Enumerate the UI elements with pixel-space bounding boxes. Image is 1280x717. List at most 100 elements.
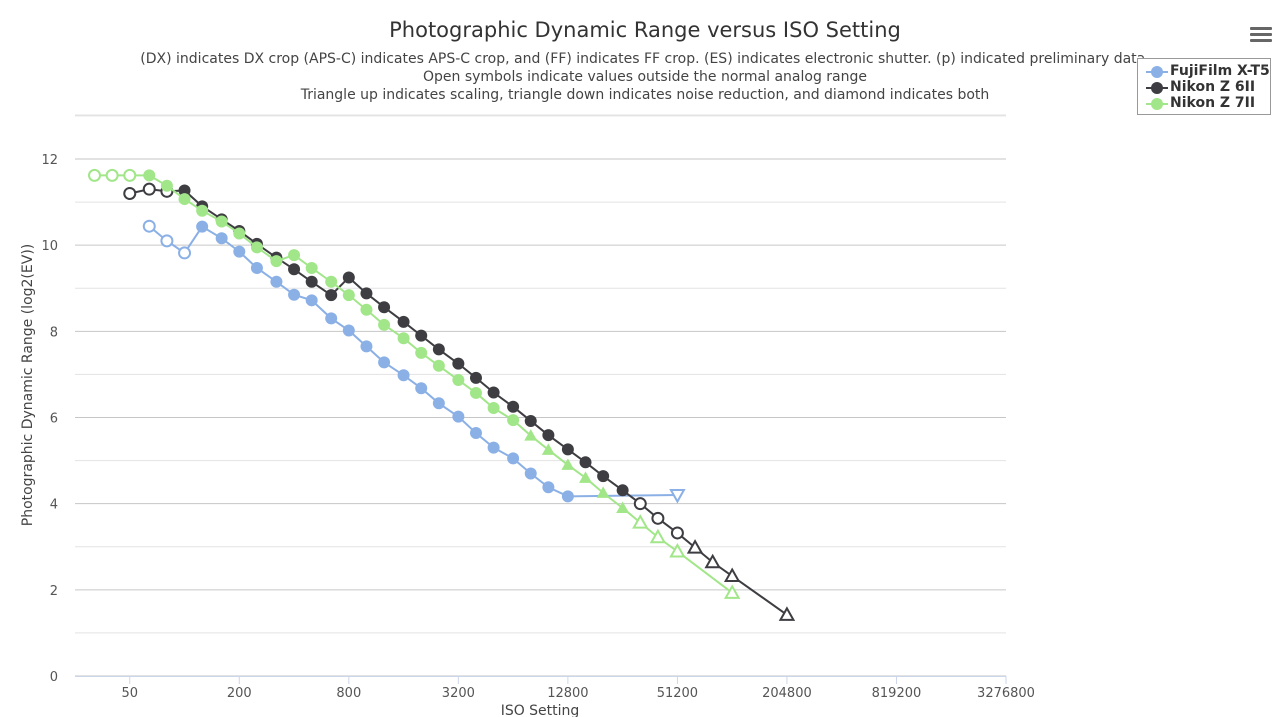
data-point[interactable] [378, 318, 391, 331]
data-point[interactable] [325, 289, 338, 302]
data-point[interactable] [561, 443, 574, 456]
data-point[interactable] [507, 414, 520, 427]
data-point[interactable] [469, 427, 482, 440]
data-point-triangle-up[interactable] [579, 471, 593, 483]
y-tick-label: 10 [41, 239, 58, 254]
data-point[interactable] [325, 312, 338, 325]
data-point[interactable] [342, 324, 355, 337]
data-point[interactable] [342, 289, 355, 302]
data-point[interactable] [616, 484, 629, 497]
data-point[interactable] [415, 329, 428, 342]
data-point[interactable] [432, 397, 445, 410]
data-point-triangle-up-open[interactable] [686, 539, 704, 554]
data-point[interactable] [507, 400, 520, 413]
data-point-open[interactable] [123, 186, 137, 200]
data-point[interactable] [469, 386, 482, 399]
data-point[interactable] [397, 332, 410, 345]
data-point[interactable] [196, 204, 209, 217]
data-point-triangle-down-open[interactable] [669, 489, 686, 504]
data-point[interactable] [542, 481, 555, 494]
data-point[interactable] [270, 275, 283, 288]
data-point-open[interactable] [633, 497, 647, 511]
data-point[interactable] [360, 303, 373, 316]
data-point[interactable] [415, 382, 428, 395]
data-point-triangle-up-open[interactable] [669, 542, 686, 558]
data-point[interactable] [378, 356, 391, 369]
data-point[interactable] [288, 249, 301, 262]
data-point[interactable] [487, 441, 500, 454]
data-point[interactable] [487, 386, 500, 399]
data-point-triangle-up-open[interactable] [632, 514, 649, 529]
data-point[interactable] [360, 340, 373, 353]
data-point-triangle-up[interactable] [596, 486, 610, 498]
data-point[interactable] [397, 369, 410, 382]
data-point-triangle-up[interactable] [561, 458, 575, 470]
data-point-triangle-up[interactable] [616, 501, 630, 513]
data-point[interactable] [524, 414, 537, 427]
data-point[interactable] [250, 241, 263, 254]
legend-item-nikon-z-6ii[interactable]: Nikon Z 6II [1138, 79, 1270, 96]
data-point[interactable] [378, 301, 391, 314]
data-point[interactable] [487, 402, 500, 415]
data-point-triangle-up-open[interactable] [649, 528, 667, 544]
x-tick-label: 204800 [762, 686, 812, 701]
data-point-open[interactable] [160, 234, 174, 248]
data-point[interactable] [561, 490, 574, 503]
data-point[interactable] [143, 169, 156, 182]
legend-item-nikon-z-7ii[interactable]: Nikon Z 7II [1138, 95, 1270, 112]
data-point-open[interactable] [178, 246, 192, 260]
data-point[interactable] [288, 288, 301, 301]
data-point[interactable] [305, 262, 318, 275]
data-point[interactable] [360, 287, 373, 300]
data-point[interactable] [542, 429, 555, 442]
data-point[interactable] [178, 193, 191, 206]
x-tick-label: 800 [336, 686, 361, 701]
data-point[interactable] [432, 343, 445, 356]
data-point[interactable] [597, 470, 610, 483]
data-point-open[interactable] [651, 511, 665, 525]
data-point[interactable] [215, 215, 228, 228]
data-point[interactable] [196, 220, 209, 233]
data-point[interactable] [250, 262, 263, 275]
data-point[interactable] [579, 456, 592, 469]
data-point[interactable] [452, 410, 465, 423]
chart-title: Photographic Dynamic Range versus ISO Se… [389, 18, 901, 42]
data-point-open[interactable] [142, 182, 156, 196]
y-tick-label: 8 [50, 325, 58, 340]
x-tick-label: 3200 [442, 686, 475, 701]
data-point[interactable] [325, 275, 338, 288]
data-point[interactable] [178, 184, 191, 197]
data-point-open[interactable] [142, 219, 156, 233]
data-point-open[interactable] [105, 168, 119, 182]
data-point-triangle-up-open[interactable] [723, 567, 741, 583]
data-point[interactable] [233, 245, 246, 258]
data-point[interactable] [507, 452, 520, 465]
legend-label: FujiFilm X-T5 [1170, 63, 1270, 79]
data-point[interactable] [452, 357, 465, 370]
data-point[interactable] [524, 467, 537, 480]
legend-item-fujifilm-x-t5[interactable]: FujiFilm X-T5 [1138, 63, 1270, 80]
data-point[interactable] [305, 275, 318, 288]
data-point-triangle-up[interactable] [524, 429, 538, 441]
data-point-triangle-up-open[interactable] [704, 553, 721, 569]
data-point[interactable] [288, 263, 301, 276]
data-point[interactable] [233, 227, 246, 240]
data-point-open[interactable] [123, 168, 137, 182]
data-point[interactable] [432, 359, 445, 372]
data-point[interactable] [160, 179, 173, 192]
data-point[interactable] [215, 232, 228, 245]
data-point-triangle-up-open[interactable] [723, 584, 741, 599]
data-point-open[interactable] [88, 168, 102, 182]
data-point[interactable] [469, 371, 482, 384]
chart-menu-button[interactable] [1250, 27, 1272, 47]
data-point[interactable] [305, 294, 318, 307]
data-point[interactable] [452, 374, 465, 387]
data-point-triangle-up-open[interactable] [778, 606, 796, 621]
data-point-triangle-up[interactable] [541, 443, 555, 455]
data-point[interactable] [415, 346, 428, 359]
data-point-open[interactable] [670, 526, 684, 540]
data-point[interactable] [342, 271, 355, 284]
data-point[interactable] [397, 315, 410, 328]
data-point[interactable] [270, 255, 283, 268]
